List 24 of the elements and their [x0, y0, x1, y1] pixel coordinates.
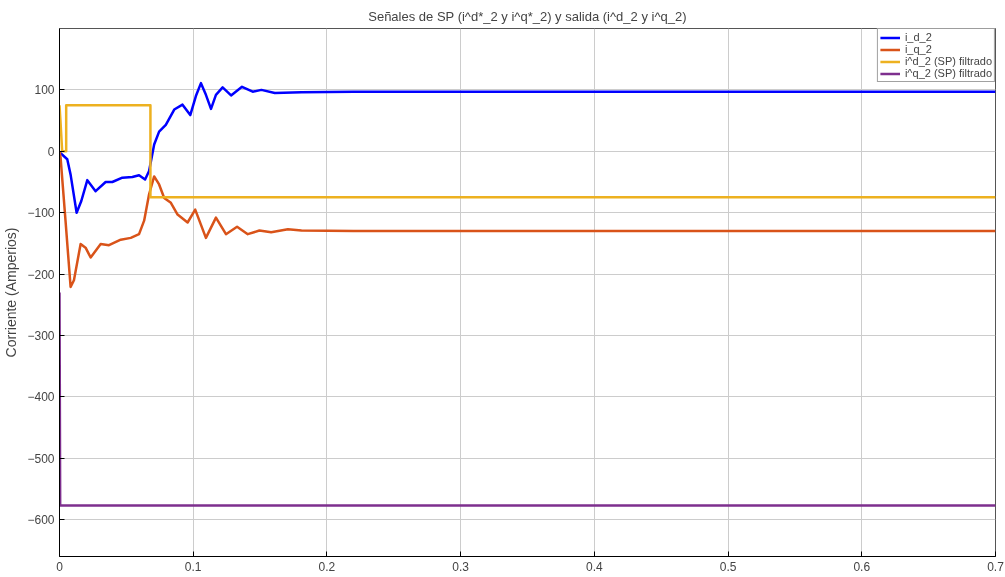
y-tick-label: −500: [27, 451, 55, 466]
legend-label: i^q_2 (SP) filtrado: [904, 67, 992, 79]
chart-title: Señales de SP (i^d*_2 y i^q*_2) y salida (i^d_2 y i^q_2): [368, 8, 687, 24]
legend-label: i^d_2 (SP) filtrado: [904, 55, 992, 67]
x-tick-label: 0.6: [853, 559, 871, 574]
x-tick-label: 0.5: [719, 559, 737, 574]
x-tick-label: 0.7: [987, 559, 1005, 574]
y-tick-label: −600: [27, 513, 55, 528]
line-series: [59, 103, 996, 199]
line-series: [59, 81, 996, 214]
y-tick-label: −200: [27, 267, 55, 282]
legend-label: i_d_2: [904, 31, 932, 43]
line-series: [59, 150, 996, 289]
x-tick-label: 0.1: [184, 559, 202, 574]
y-tick-label: −400: [27, 390, 55, 405]
legend-label: i_q_2: [904, 43, 932, 55]
x-tick-label: 0.3: [452, 559, 470, 574]
x-tick-label: 0.2: [318, 559, 336, 574]
y-tick-label: −300: [27, 328, 55, 343]
x-tick-label: 0.4: [586, 559, 604, 574]
y-axis-title: Corriente (Amperios): [3, 227, 20, 358]
y-tick-label: −100: [27, 206, 55, 221]
y-tick-label: 100: [34, 83, 55, 98]
y-tick-label: 0: [47, 144, 55, 159]
